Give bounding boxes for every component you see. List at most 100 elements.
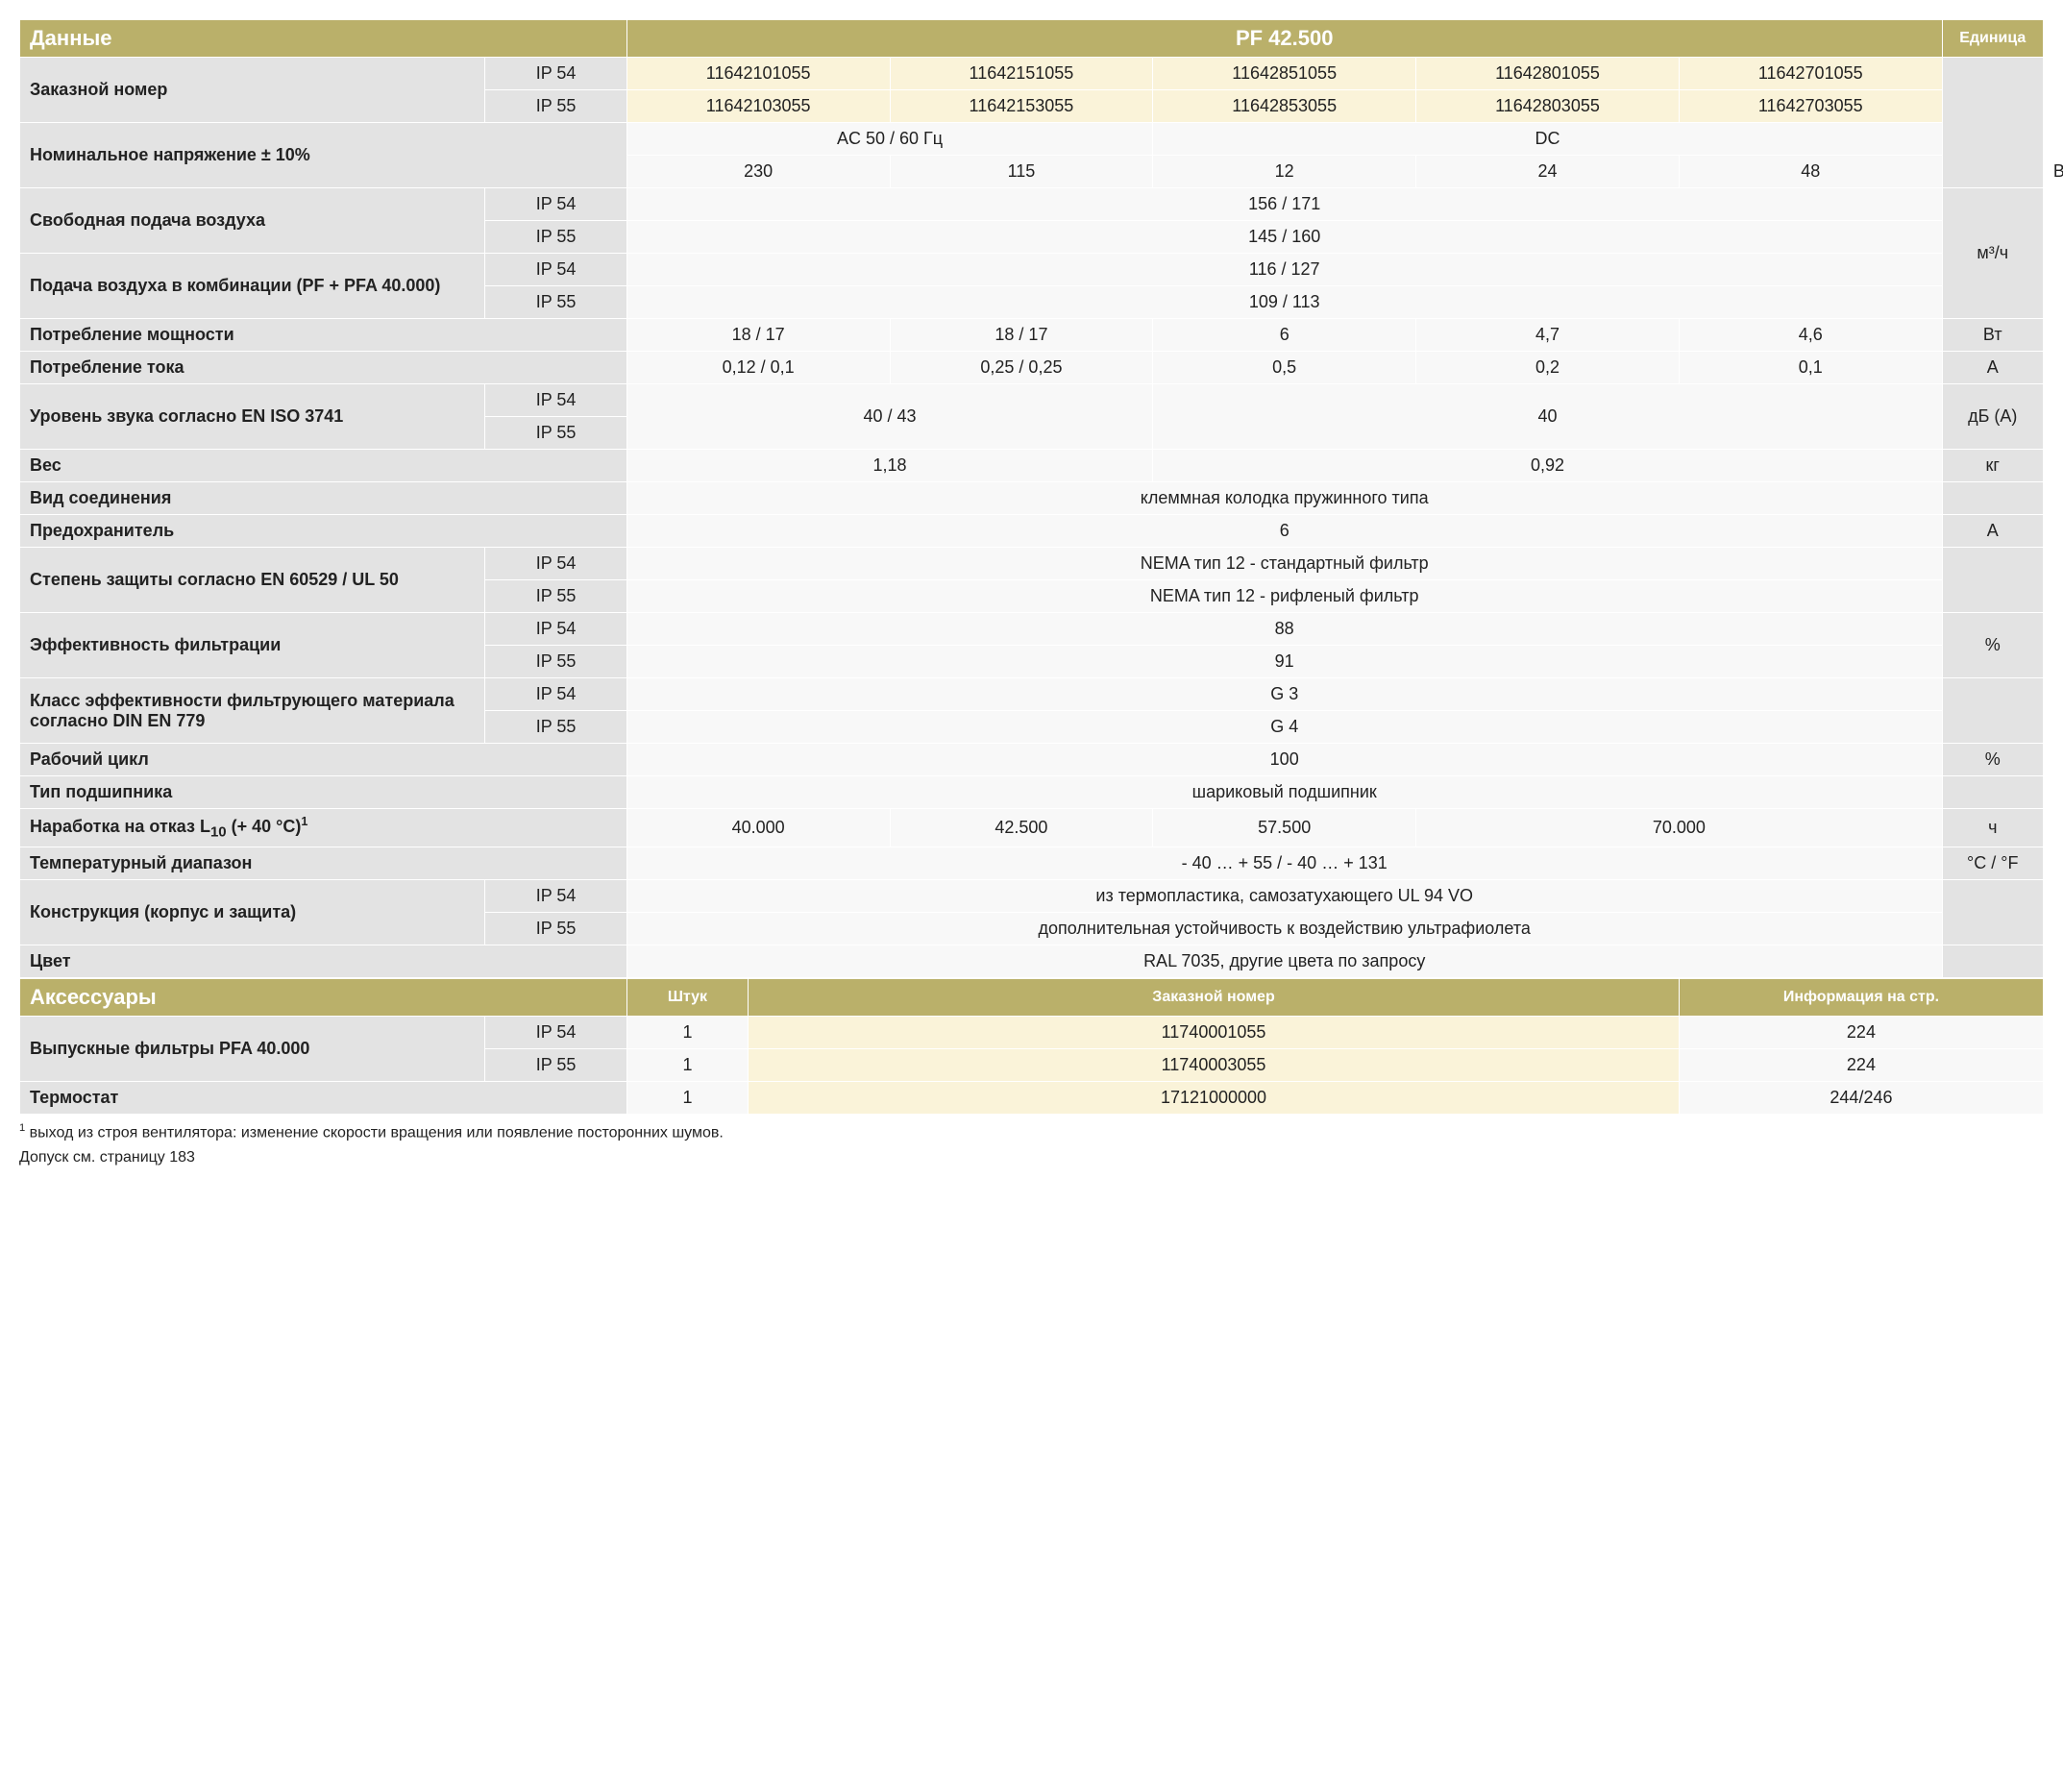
unit-cell: %	[1942, 613, 2043, 678]
unit-header: Единица	[1942, 20, 2043, 58]
model-header: PF 42.500	[626, 20, 1942, 58]
acc-page: 244/246	[1679, 1081, 2043, 1114]
ip54-label: IP 54	[485, 879, 626, 912]
unit-cell: А	[1942, 352, 2043, 384]
acc-order: 17121000000	[749, 1081, 1680, 1114]
table-cell: RAL 7035, другие цвета по запросу	[626, 945, 1942, 977]
accessories-table: Аксессуары Штук Заказной номер Информаци…	[19, 978, 2044, 1115]
footnote-1: 1 выход из строя вентилятора: изменение …	[19, 1122, 2044, 1141]
table-cell: 91	[626, 646, 1942, 678]
acc-page: 224	[1679, 1048, 2043, 1081]
filter-class-label: Класс эффективности фильтрующего материа…	[20, 678, 485, 744]
table-cell: NEMA тип 12 - рифленый фильтр	[626, 580, 1942, 613]
table-cell: 145 / 160	[626, 221, 1942, 254]
ip55-label: IP 55	[485, 90, 626, 123]
table-cell: 6	[1153, 319, 1416, 352]
data-header: Данные	[20, 20, 627, 58]
order-header: Заказной номер	[749, 978, 1680, 1016]
table-cell: 6	[626, 515, 1942, 548]
table-cell: G 4	[626, 711, 1942, 744]
table-cell: 11642803055	[1416, 90, 1680, 123]
ip54-label: IP 54	[485, 613, 626, 646]
construction-label: Конструкция (корпус и защита)	[20, 879, 485, 945]
acc-page: 224	[1679, 1016, 2043, 1048]
table-cell: 0,1	[1679, 352, 1942, 384]
mtbf-suffix: (+ 40 °C)	[227, 817, 302, 836]
unit-cell	[1942, 678, 2043, 744]
combo-air-label: Подача воздуха в комбинации (PF + PFA 40…	[20, 254, 485, 319]
unit-cell	[1942, 58, 2043, 188]
table-cell: 4,7	[1416, 319, 1680, 352]
acc-ip: IP 54	[485, 1016, 626, 1048]
unit-cell: %	[1942, 744, 2043, 776]
table-cell: 0,5	[1153, 352, 1416, 384]
ip54-label: IP 54	[485, 58, 626, 90]
temp-label: Температурный диапазон	[20, 847, 627, 879]
unit-cell	[1942, 945, 2043, 977]
power-label: Потребление мощности	[20, 319, 627, 352]
table-cell: шариковый подшипник	[626, 776, 1942, 809]
unit-cell: кг	[1942, 450, 2043, 482]
current-label: Потребление тока	[20, 352, 627, 384]
footnote-text: выход из строя вентилятора: изменение ск…	[25, 1124, 724, 1141]
table-cell: 1,18	[626, 450, 1153, 482]
table-cell: 11642851055	[1153, 58, 1416, 90]
ip54-label: IP 54	[485, 548, 626, 580]
color-label: Цвет	[20, 945, 627, 977]
table-cell: 11642703055	[1679, 90, 1942, 123]
unit-cell: дБ (А)	[1942, 384, 2043, 450]
table-cell: 88	[626, 613, 1942, 646]
unit-cell	[1942, 879, 2043, 945]
table-cell: - 40 … + 55 / - 40 … + 131	[626, 847, 1942, 879]
ac-label: AC 50 / 60 Гц	[626, 123, 1153, 156]
connection-label: Вид соединения	[20, 482, 627, 515]
bearing-label: Тип подшипника	[20, 776, 627, 809]
table-cell: 18 / 17	[626, 319, 890, 352]
table-cell: 18 / 17	[890, 319, 1153, 352]
unit-cell: м³/ч	[1942, 188, 2043, 319]
ip55-label: IP 55	[485, 912, 626, 945]
weight-label: Вес	[20, 450, 627, 482]
ip55-label: IP 55	[485, 646, 626, 678]
table-cell: 12	[1153, 156, 1416, 188]
ip55-label: IP 55	[485, 286, 626, 319]
acc-qty: 1	[626, 1016, 748, 1048]
table-cell: 115	[890, 156, 1153, 188]
table-cell: G 3	[626, 678, 1942, 711]
table-cell: 11642853055	[1153, 90, 1416, 123]
ip55-label: IP 55	[485, 417, 626, 450]
qty-header: Штук	[626, 978, 748, 1016]
table-cell: 11642153055	[890, 90, 1153, 123]
table-cell: 100	[626, 744, 1942, 776]
table-cell: 57.500	[1153, 809, 1416, 847]
table-cell: 0,92	[1153, 450, 1942, 482]
ip54-label: IP 54	[485, 188, 626, 221]
table-cell: 42.500	[890, 809, 1153, 847]
acc-qty: 1	[626, 1048, 748, 1081]
dc-label: DC	[1153, 123, 1942, 156]
ip55-label: IP 55	[485, 221, 626, 254]
mtbf-label: Наработка на отказ L10 (+ 40 °C)1	[20, 809, 627, 847]
table-cell: 230	[626, 156, 890, 188]
table-cell: 116 / 127	[626, 254, 1942, 286]
acc-qty: 1	[626, 1081, 748, 1114]
table-cell: 109 / 113	[626, 286, 1942, 319]
info-header: Информация на стр.	[1679, 978, 2043, 1016]
voltage-label: Номинальное напряжение ± 10%	[20, 123, 627, 188]
table-cell: 40 / 43	[626, 384, 1153, 450]
acc-row-label: Термостат	[20, 1081, 627, 1114]
table-cell: 40.000	[626, 809, 890, 847]
table-cell: 11642801055	[1416, 58, 1680, 90]
table-cell: 40	[1153, 384, 1942, 450]
fuse-label: Предохранитель	[20, 515, 627, 548]
duty-label: Рабочий цикл	[20, 744, 627, 776]
table-cell: 0,2	[1416, 352, 1680, 384]
table-cell: 11642103055	[626, 90, 890, 123]
table-cell: 11642701055	[1679, 58, 1942, 90]
table-cell: 11642101055	[626, 58, 890, 90]
mtbf-prefix: Наработка на отказ L	[30, 817, 210, 836]
table-cell: 0,25 / 0,25	[890, 352, 1153, 384]
unit-cell	[1942, 548, 2043, 613]
table-cell: из термопластика, самозатухающего UL 94 …	[626, 879, 1942, 912]
protection-label: Степень защиты согласно EN 60529 / UL 50	[20, 548, 485, 613]
